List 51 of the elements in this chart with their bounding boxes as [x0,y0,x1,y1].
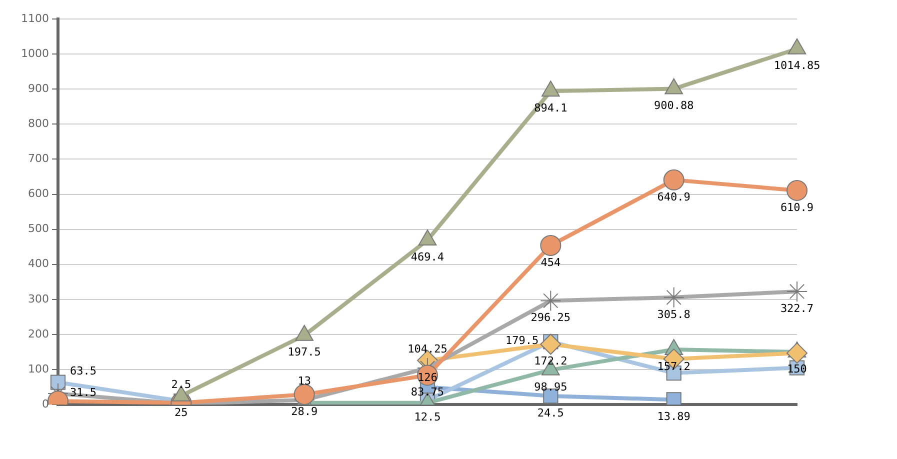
data-label: 24.5 [537,406,564,420]
data-label: 98.95 [534,380,568,394]
data-label: 322.7 [780,302,814,315]
data-label: 13.89 [657,410,690,424]
y-tick-label: 900 [28,82,49,95]
data-label: 469.4 [410,250,444,264]
data-label: 197.5 [288,346,321,359]
data-label: 13 [298,374,311,388]
data-label: 894.1 [534,102,568,115]
data-label: 305.8 [657,308,690,321]
data-label: 28.9 [291,404,318,418]
data-label: 12.5 [414,410,441,424]
y-tick-label: 1100 [20,12,49,25]
y-tick-label: 700 [28,152,49,166]
y-tick-label: 300 [28,292,49,306]
point [786,342,808,364]
data-label: 172.2 [534,354,568,368]
data-label: 640.9 [657,190,690,204]
point [666,392,682,405]
data-label: 296.25 [530,311,571,324]
data-label: 25 [174,406,188,420]
point [663,169,684,190]
data-label: 900.88 [654,99,694,112]
data-label: 2.5 [171,378,192,392]
data-label: 31.5 [70,386,96,399]
y-tick-label: 0 [42,397,49,410]
data-label: 610.9 [780,200,814,214]
point [540,334,562,355]
y-tick-label: 100 [28,362,49,376]
point [664,78,683,94]
data-label: 1014.85 [774,59,820,72]
y-tick-label: 400 [28,257,49,270]
data-label: 63.5 [70,364,96,378]
data-label: 179.5 [506,334,539,348]
y-tick-label: 500 [28,222,49,236]
data-label: 454 [540,256,561,269]
y-tick-label: 600 [28,187,49,200]
data-label: 126 [418,370,438,384]
point [50,374,66,390]
data-label: 104.25 [408,342,448,356]
data-label: 83.75 [410,386,444,399]
y-tick-label: 200 [28,327,49,340]
point [542,80,560,97]
y-tick-label: 1000 [20,46,49,60]
y-tick-label: 800 [28,117,49,130]
data-label: 157.2 [657,360,690,373]
point [786,180,808,201]
data-label: 150 [787,362,807,376]
point [418,230,437,246]
point [788,38,806,54]
point [540,234,562,256]
